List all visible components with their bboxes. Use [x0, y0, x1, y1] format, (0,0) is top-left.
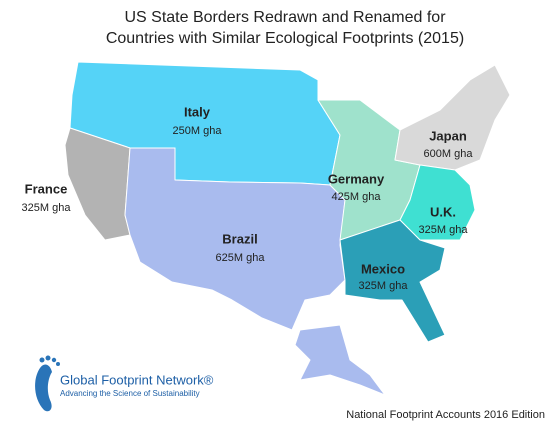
region-value: 325M gha — [359, 280, 409, 292]
region-uk — [399, 164, 476, 241]
title-line: Countries with Similar Ecological Footpr… — [106, 30, 464, 47]
region-name: Italy — [184, 104, 211, 119]
region-brazil — [124, 147, 346, 331]
region-value: 250M gha — [173, 125, 223, 137]
region-value: 600M gha — [424, 148, 474, 160]
region-brazil-alaska — [294, 324, 386, 396]
region-mexico — [339, 219, 446, 343]
title-line: US State Borders Redrawn and Renamed for — [124, 9, 446, 26]
logo: Global Footprint Network® Advancing the … — [35, 355, 214, 412]
footer: National Footprint Accounts 2016 Edition — [346, 409, 545, 421]
region-name: France — [25, 181, 68, 196]
region-value: 325M gha — [22, 202, 72, 214]
logo-name: Global Footprint Network® — [60, 372, 214, 387]
region-value: 425M gha — [332, 191, 382, 203]
region-name: Mexico — [361, 261, 405, 276]
region-value: 625M gha — [216, 252, 266, 264]
region-name: U.K. — [430, 204, 456, 219]
region-name: Brazil — [222, 231, 257, 246]
region-name: Germany — [328, 171, 385, 186]
logo-tagline: Advancing the Science of Sustainability — [60, 389, 200, 398]
region-value: 325M gha — [419, 224, 469, 236]
region-name: Japan — [429, 128, 467, 143]
region-france — [64, 127, 131, 241]
